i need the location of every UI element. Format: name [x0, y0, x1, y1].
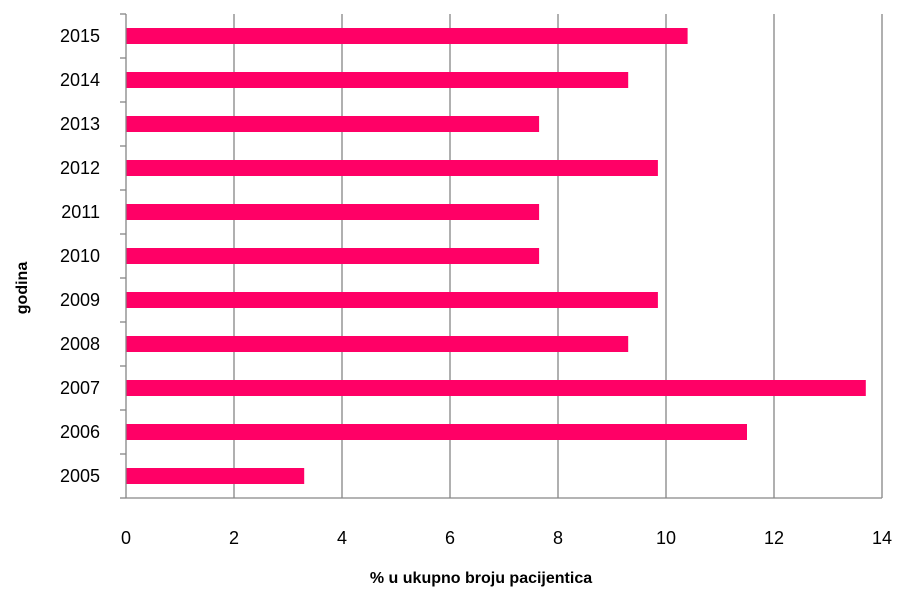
y-tick-label-2007: 2007 — [60, 378, 100, 398]
bar-2005 — [126, 468, 305, 484]
y-tick-label-2006: 2006 — [60, 422, 100, 442]
x-tick-label-6: 6 — [445, 528, 455, 548]
y-tick-label-2010: 2010 — [60, 246, 100, 266]
y-tick-label-2008: 2008 — [60, 334, 100, 354]
x-tick-label-0: 0 — [121, 528, 131, 548]
bar-2015 — [126, 28, 688, 44]
y-tick-label-2015: 2015 — [60, 26, 100, 46]
y-tick-label-2014: 2014 — [60, 70, 100, 90]
x-tick-label-8: 8 — [553, 528, 563, 548]
x-tick-label-10: 10 — [656, 528, 676, 548]
bar-2010 — [126, 248, 540, 264]
x-tick-label-12: 12 — [764, 528, 784, 548]
bar-2012 — [126, 160, 658, 176]
bar-2006 — [126, 424, 747, 440]
bars — [126, 28, 866, 484]
bar-2013 — [126, 116, 540, 132]
bar-2014 — [126, 72, 629, 88]
y-tick-label-2011: 2011 — [61, 202, 100, 222]
y-tick-label-2012: 2012 — [60, 158, 100, 178]
y-tick-label-2009: 2009 — [60, 290, 100, 310]
bar-2007 — [126, 380, 866, 396]
bar-2011 — [126, 204, 540, 220]
x-axis-title: % u ukupno broju pacijentica — [370, 570, 592, 587]
x-tick-label-4: 4 — [337, 528, 347, 548]
y-tick-labels: 2005 2006 2007 2008 2009 2010 2011 2012 2013 2014… — [60, 13, 126, 499]
bar-2008 — [126, 336, 629, 352]
bar-2009 — [126, 292, 658, 308]
x-tick-label-2: 2 — [229, 528, 239, 548]
axes — [125, 14, 882, 499]
y-tick-label-2005: 2005 — [60, 466, 100, 486]
x-tick-label-14: 14 — [872, 528, 892, 548]
y-tick-label-2013: 2013 — [60, 114, 100, 134]
x-tick-labels: 0 2 4 6 8 10 12 14 — [121, 528, 892, 548]
y-axis-title: godina — [14, 262, 31, 315]
